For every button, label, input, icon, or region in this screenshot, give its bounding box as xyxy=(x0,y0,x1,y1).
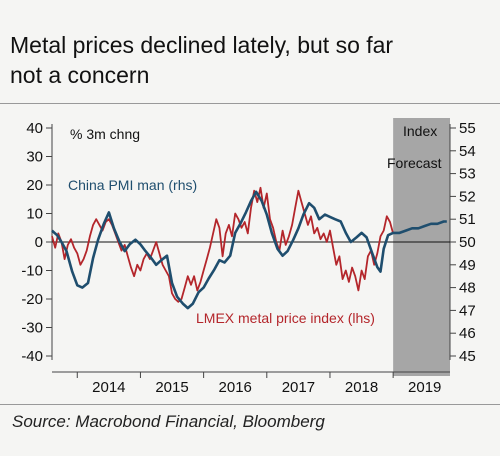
series-line-lmex xyxy=(51,186,394,303)
left-tick-label: 40 xyxy=(26,120,43,137)
right-tick-label: 50 xyxy=(459,234,476,251)
x-tick-label: 2015 xyxy=(155,379,188,396)
chart-title-line1: Metal prices declined lately, but so far xyxy=(10,32,394,58)
right-tick-label: 49 xyxy=(459,257,476,274)
left-tick-label: -20 xyxy=(21,291,43,308)
x-tick-label: 2014 xyxy=(92,379,125,396)
x-tick-label: 2019 xyxy=(408,379,441,396)
right-tick-label: 47 xyxy=(459,302,476,319)
left-axis: 40 30 20 10 0 -10 -20 -30 -40 xyxy=(21,120,53,365)
x-tick-label: 2017 xyxy=(282,379,315,396)
x-axis: 2014 2015 2016 2017 2018 2019 xyxy=(52,371,450,396)
chart-svg: 40 30 20 10 0 -10 -20 -30 -40 55 54 53 52 51 50 49 48 47… xyxy=(21,118,476,396)
chart-title: Metal prices declined lately, but so far… xyxy=(10,30,490,90)
bottom-divider xyxy=(0,404,500,405)
right-tick-label: 45 xyxy=(459,348,476,365)
left-tick-label: 10 xyxy=(26,206,43,223)
left-tick-label: 30 xyxy=(26,149,43,166)
x-tick-label: 2018 xyxy=(345,379,378,396)
right-tick-label: 46 xyxy=(459,325,476,342)
right-tick-label: 51 xyxy=(459,211,476,228)
chart-title-line2: not a concern xyxy=(10,62,150,88)
x-tick-label: 2016 xyxy=(219,379,252,396)
series-line-pmi xyxy=(51,190,447,310)
chart-area: 40 30 20 10 0 -10 -20 -30 -40 55 54 53 52 51 50 49 48 47… xyxy=(0,104,500,404)
left-tick-label: -30 xyxy=(21,320,43,337)
right-tick-label: 48 xyxy=(459,280,476,297)
series-label-pmi: China PMI man (rhs) xyxy=(68,177,197,193)
left-tick-label: 0 xyxy=(35,234,43,251)
forecast-band xyxy=(393,118,450,376)
right-axis-label: Index xyxy=(403,123,437,139)
right-tick-label: 52 xyxy=(459,188,476,205)
left-axis-label: % 3m chng xyxy=(70,126,140,142)
source-note: Source: Macrobond Financial, Bloomberg xyxy=(12,412,325,431)
left-tick-label: -40 xyxy=(21,348,43,365)
left-tick-label: -10 xyxy=(21,263,43,280)
forecast-label: Forecast xyxy=(387,155,442,171)
right-tick-label: 53 xyxy=(459,166,476,183)
right-tick-label: 55 xyxy=(459,120,476,137)
top-divider xyxy=(0,103,500,104)
right-tick-label: 54 xyxy=(459,143,476,160)
left-tick-label: 20 xyxy=(26,177,43,194)
series-label-lmex: LMEX metal price index (lhs) xyxy=(196,310,375,326)
right-axis: 55 54 53 52 51 50 49 48 47 46 45 xyxy=(449,120,476,365)
